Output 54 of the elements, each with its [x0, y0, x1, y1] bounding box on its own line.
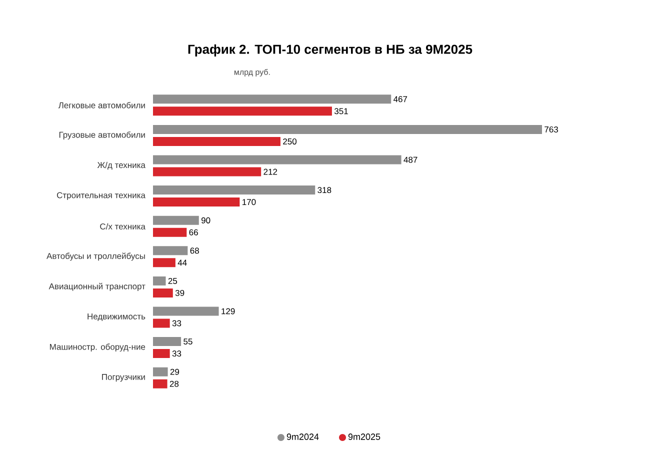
- y-tick-label: Недвижимость: [88, 313, 146, 322]
- bar: [153, 288, 173, 298]
- data-label: 90: [201, 217, 210, 224]
- data-label: 318: [318, 187, 332, 194]
- y-tick-label: Машиностр. оборуд-ние: [50, 344, 146, 352]
- bar: [153, 246, 188, 256]
- data-label: 170: [242, 199, 256, 206]
- y-tick-label: Грузовые автомобили: [59, 131, 145, 140]
- chart-title: График 2. ТОП-10 сегментов в НБ за 9М2025: [188, 44, 472, 56]
- bar: [153, 379, 168, 388]
- y-tick-label: Автобусы и троллейбусы: [46, 252, 145, 261]
- bar: [153, 318, 170, 328]
- bar: [153, 198, 240, 207]
- chart-subtitle: млрд руб.: [234, 68, 270, 76]
- bar: [153, 367, 168, 376]
- bar: [153, 228, 187, 237]
- bar: [153, 136, 280, 146]
- data-label: 250: [283, 138, 296, 144]
- bar: [153, 124, 542, 134]
- bar: [153, 337, 182, 346]
- data-label: 351: [334, 108, 348, 114]
- y-tick-label: С/х техника: [100, 223, 146, 230]
- data-label: 29: [170, 368, 180, 375]
- bar: [153, 186, 316, 195]
- bar: [153, 216, 199, 225]
- data-label: 28: [170, 380, 179, 387]
- data-label: 212: [264, 168, 278, 175]
- y-tick-label: Погрузчики: [102, 374, 145, 382]
- y-tick-label: Строительная техника: [56, 192, 146, 200]
- data-label: 66: [189, 229, 198, 236]
- y-tick-label: Ж/д техника: [97, 162, 146, 170]
- bar: [153, 106, 332, 116]
- data-label: 487: [404, 156, 418, 163]
- bar: [153, 167, 262, 176]
- data-label: 39: [175, 290, 184, 296]
- data-label: 68: [190, 248, 199, 254]
- bar: [153, 276, 166, 286]
- y-tick-label: Авиационный транспорт: [48, 282, 146, 291]
- data-label: 33: [172, 350, 182, 357]
- data-label: 467: [393, 96, 408, 102]
- data-label: 129: [222, 308, 235, 314]
- data-label: 33: [172, 320, 182, 326]
- data-label: 44: [178, 260, 187, 266]
- bar: [153, 349, 170, 358]
- legend-label: 9m2024: [286, 434, 319, 440]
- y-tick-label: Легковые автомобили: [58, 102, 145, 108]
- bar: [153, 155, 402, 164]
- legend-label: 9m2025: [348, 434, 380, 440]
- bar: [153, 306, 219, 316]
- data-label: 55: [184, 338, 192, 345]
- data-label: 25: [168, 278, 178, 284]
- data-label: 763: [544, 126, 558, 132]
- bar: [153, 258, 176, 268]
- bar: [153, 94, 392, 104]
